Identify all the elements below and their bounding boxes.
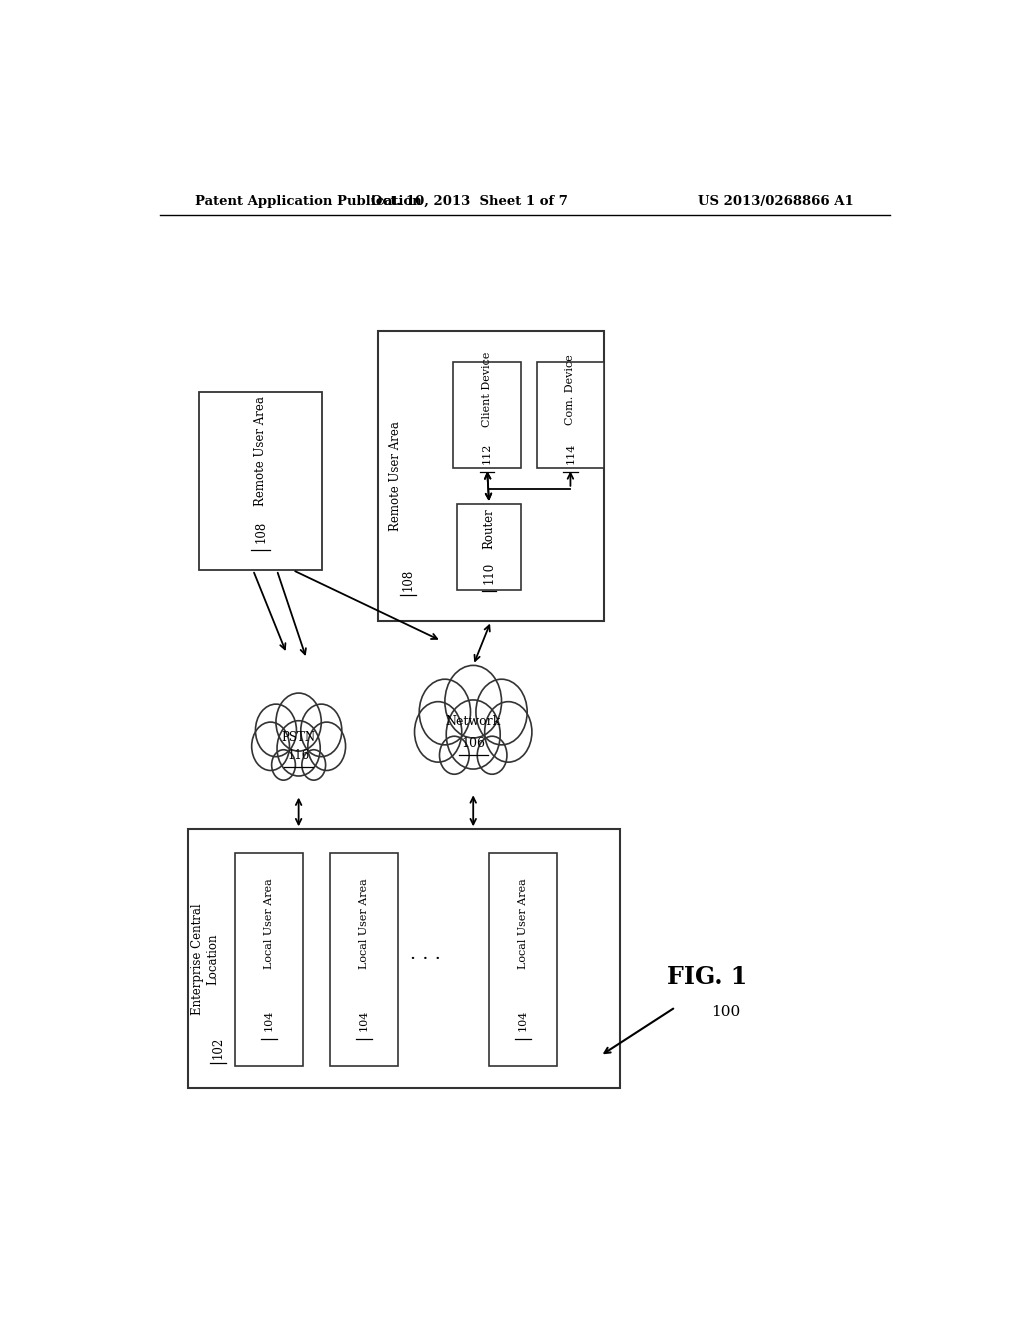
Text: 114: 114 bbox=[565, 444, 575, 465]
Circle shape bbox=[484, 702, 531, 762]
Circle shape bbox=[302, 750, 326, 780]
Text: 104: 104 bbox=[518, 1010, 527, 1031]
Text: Local User Area: Local User Area bbox=[518, 878, 527, 969]
Text: 110: 110 bbox=[482, 561, 496, 583]
Bar bbox=[537, 362, 604, 469]
Text: 100: 100 bbox=[712, 1005, 740, 1019]
Text: Network: Network bbox=[445, 715, 501, 729]
Text: PSTN: PSTN bbox=[282, 731, 315, 744]
Bar bbox=[331, 853, 398, 1067]
Circle shape bbox=[275, 693, 322, 751]
Text: Com. Device: Com. Device bbox=[565, 354, 575, 425]
Circle shape bbox=[477, 737, 507, 775]
Circle shape bbox=[271, 750, 295, 780]
Bar bbox=[187, 829, 621, 1089]
Text: Client Device: Client Device bbox=[482, 352, 493, 428]
Circle shape bbox=[476, 680, 527, 744]
Text: Remote User Area: Remote User Area bbox=[389, 421, 402, 531]
Circle shape bbox=[446, 700, 500, 770]
Circle shape bbox=[252, 722, 290, 771]
Circle shape bbox=[255, 704, 297, 756]
Text: · · ·: · · · bbox=[411, 950, 441, 969]
Circle shape bbox=[444, 665, 502, 738]
Bar bbox=[454, 362, 521, 469]
Text: 116: 116 bbox=[288, 748, 309, 762]
Text: 102: 102 bbox=[211, 1036, 224, 1059]
Circle shape bbox=[308, 722, 345, 771]
Text: Patent Application Publication: Patent Application Publication bbox=[196, 194, 422, 207]
Text: Oct. 10, 2013  Sheet 1 of 7: Oct. 10, 2013 Sheet 1 of 7 bbox=[371, 194, 567, 207]
Circle shape bbox=[419, 680, 470, 744]
Bar bbox=[489, 853, 557, 1067]
Text: US 2013/0268866 A1: US 2013/0268866 A1 bbox=[698, 194, 854, 207]
Text: 108: 108 bbox=[254, 521, 267, 543]
Text: Local User Area: Local User Area bbox=[264, 878, 273, 969]
Text: 112: 112 bbox=[482, 444, 493, 465]
Bar bbox=[458, 504, 521, 590]
Text: 108: 108 bbox=[401, 569, 415, 591]
Bar bbox=[200, 392, 323, 570]
Text: 104: 104 bbox=[264, 1010, 273, 1031]
Text: Remote User Area: Remote User Area bbox=[254, 396, 267, 506]
Bar bbox=[378, 331, 604, 620]
Bar bbox=[236, 853, 303, 1067]
Text: 104: 104 bbox=[359, 1010, 369, 1031]
Text: Enterprise Central
Location: Enterprise Central Location bbox=[191, 903, 219, 1015]
Circle shape bbox=[301, 704, 342, 756]
Text: FIG. 1: FIG. 1 bbox=[668, 965, 748, 989]
Text: Local User Area: Local User Area bbox=[359, 878, 369, 969]
Text: 106: 106 bbox=[461, 737, 485, 750]
Text: Router: Router bbox=[482, 508, 496, 549]
Circle shape bbox=[415, 702, 462, 762]
Circle shape bbox=[439, 737, 469, 775]
Circle shape bbox=[278, 721, 321, 776]
